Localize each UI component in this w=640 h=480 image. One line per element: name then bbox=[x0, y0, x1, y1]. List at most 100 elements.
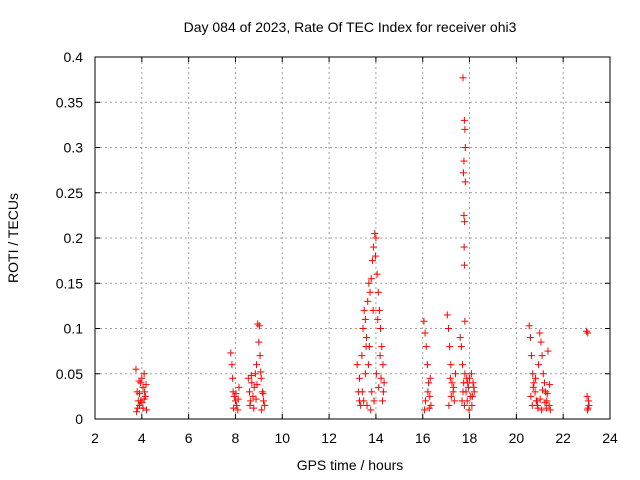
data-point bbox=[468, 392, 476, 400]
data-point bbox=[546, 381, 554, 389]
data-point bbox=[528, 401, 536, 409]
data-point bbox=[543, 390, 551, 398]
plot-frame bbox=[94, 56, 611, 420]
data-point bbox=[362, 343, 370, 351]
data-point bbox=[420, 317, 428, 325]
y-tick-label: 0.1 bbox=[64, 321, 84, 337]
data-point bbox=[358, 352, 366, 360]
data-point bbox=[375, 383, 383, 391]
data-point bbox=[246, 401, 254, 409]
data-point bbox=[546, 406, 554, 414]
data-point bbox=[458, 397, 466, 405]
data-point bbox=[374, 315, 382, 323]
data-point bbox=[234, 406, 242, 414]
data-point bbox=[257, 368, 265, 376]
data-point bbox=[361, 315, 369, 323]
data-point bbox=[461, 370, 469, 378]
data-point bbox=[421, 406, 429, 414]
data-point bbox=[374, 288, 382, 296]
data-point bbox=[379, 388, 387, 396]
data-point bbox=[460, 401, 468, 409]
data-point bbox=[531, 388, 539, 396]
data-point bbox=[260, 397, 268, 405]
data-point bbox=[259, 390, 267, 398]
data-point bbox=[426, 374, 434, 382]
data-point bbox=[459, 169, 467, 177]
data-point bbox=[133, 408, 141, 416]
x-tick-label: 6 bbox=[185, 430, 193, 446]
data-point bbox=[459, 388, 467, 396]
data-point bbox=[542, 404, 550, 412]
data-point bbox=[360, 397, 368, 405]
data-point bbox=[247, 397, 255, 405]
data-point bbox=[536, 395, 544, 403]
data-point bbox=[258, 388, 266, 396]
data-point bbox=[254, 320, 262, 328]
data-point bbox=[138, 399, 146, 407]
x-tick-label: 16 bbox=[415, 430, 431, 446]
data-point bbox=[460, 261, 468, 269]
x-tick-label: 20 bbox=[509, 430, 525, 446]
data-point bbox=[250, 404, 258, 412]
data-point bbox=[357, 401, 365, 409]
data-point bbox=[369, 306, 377, 314]
data-point bbox=[460, 157, 468, 165]
data-point bbox=[139, 404, 147, 412]
data-point bbox=[372, 234, 380, 242]
data-point bbox=[526, 334, 534, 342]
data-point bbox=[229, 374, 237, 382]
data-point bbox=[367, 406, 375, 414]
data-point bbox=[464, 379, 472, 387]
x-tick-label: 22 bbox=[555, 430, 571, 446]
data-point bbox=[363, 334, 371, 342]
data-point bbox=[540, 379, 548, 387]
data-point bbox=[468, 401, 476, 409]
data-point bbox=[367, 275, 375, 283]
data-point bbox=[536, 329, 544, 337]
y-axis-label: ROTI / TECUs bbox=[5, 193, 21, 283]
data-point bbox=[425, 379, 433, 387]
data-point bbox=[422, 397, 430, 405]
y-tick-label: 0.3 bbox=[64, 140, 84, 156]
data-point bbox=[368, 388, 376, 396]
data-point bbox=[525, 322, 533, 330]
data-point bbox=[422, 343, 430, 351]
data-point bbox=[447, 392, 455, 400]
data-point bbox=[461, 178, 469, 186]
data-point bbox=[232, 390, 240, 398]
data-point bbox=[371, 229, 379, 237]
data-point bbox=[373, 270, 381, 278]
data-point bbox=[143, 406, 150, 414]
data-point bbox=[470, 383, 478, 391]
data-point bbox=[252, 395, 260, 403]
data-point bbox=[583, 392, 591, 400]
data-point bbox=[456, 334, 464, 342]
data-point bbox=[137, 379, 145, 387]
data-point bbox=[544, 347, 552, 355]
x-tick-label: 4 bbox=[138, 430, 146, 446]
data-point bbox=[366, 288, 374, 296]
axis-ticks: 2 4 6 8 10 12 14 16 18 20 22 2400.050.10.150.20.250… bbox=[56, 49, 618, 446]
data-point bbox=[255, 338, 263, 346]
data-point bbox=[356, 374, 364, 382]
chart-title: Day 084 of 2023, Rate Of TEC Index for r… bbox=[184, 19, 517, 35]
data-point bbox=[460, 243, 468, 251]
data-point bbox=[584, 329, 592, 337]
x-tick-label: 18 bbox=[462, 430, 478, 446]
data-point bbox=[446, 343, 454, 351]
data-point bbox=[257, 374, 265, 382]
data-point bbox=[227, 349, 235, 357]
data-point bbox=[379, 361, 387, 369]
data-point bbox=[378, 343, 386, 351]
data-point bbox=[142, 381, 150, 389]
data-points bbox=[132, 74, 593, 416]
data-point bbox=[530, 379, 538, 387]
data-point bbox=[365, 279, 373, 287]
data-point bbox=[539, 386, 547, 394]
x-tick-label: 14 bbox=[368, 430, 384, 446]
data-point bbox=[235, 383, 243, 391]
data-point bbox=[447, 361, 455, 369]
data-point bbox=[450, 397, 458, 405]
data-point bbox=[533, 397, 541, 405]
data-point bbox=[376, 352, 384, 360]
